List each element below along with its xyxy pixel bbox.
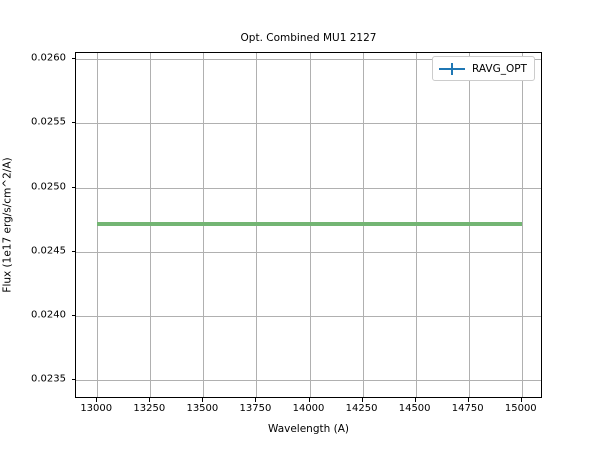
x-axis-tick [202, 398, 204, 402]
legend-marker-ravg-opt-icon [439, 62, 465, 76]
gridline-vertical [521, 53, 523, 397]
data-series-line-ravg-opt [97, 221, 522, 226]
plot-area [75, 52, 542, 398]
gridline-horizontal [76, 315, 541, 317]
y-axis-label: Flux (1e17 erg/s/cm^2/A) [0, 52, 16, 398]
x-axis-tick [520, 398, 522, 402]
y-axis-tick-label: 0.0245 [31, 245, 66, 257]
x-axis-tick [149, 398, 151, 402]
gridline-horizontal [76, 379, 541, 381]
y-axis-label-text: Flux (1e17 erg/s/cm^2/A) [2, 157, 15, 293]
y-axis-tick-label: 0.0260 [31, 52, 66, 64]
x-axis-tick-label: 15000 [504, 403, 537, 414]
gridline-horizontal [76, 251, 541, 253]
x-axis-tick [308, 398, 310, 402]
x-axis-tick-label: 14250 [345, 403, 378, 414]
x-axis-tick-label: 13250 [133, 403, 166, 414]
y-axis-tick-label: 0.0255 [31, 116, 66, 128]
y-axis-tick-label: 0.0235 [31, 373, 66, 385]
x-axis-tick [96, 398, 98, 402]
x-axis-tick [361, 398, 363, 402]
legend[interactable]: RAVG_OPT [432, 56, 535, 81]
y-axis-tick [71, 250, 75, 252]
y-axis-tick [71, 314, 75, 316]
x-axis-tick-label: 13750 [239, 403, 272, 414]
x-axis-tick [467, 398, 469, 402]
y-axis-tick [71, 186, 75, 188]
legend-label-ravg-opt: RAVG_OPT [472, 62, 527, 75]
x-axis-tick-label: 14000 [292, 403, 325, 414]
y-axis-tick [71, 58, 75, 60]
x-axis-tick-label: 14500 [398, 403, 431, 414]
y-axis-tick-label: 0.0250 [31, 181, 66, 193]
y-axis-tick [71, 378, 75, 380]
y-axis-tick [71, 122, 75, 124]
x-axis-label: Wavelength (A) [267, 423, 349, 435]
y-axis-tick-label: 0.0240 [31, 309, 66, 321]
x-axis-tick [414, 398, 416, 402]
x-axis-tick-label: 14750 [451, 403, 484, 414]
legend-marker-vertical-bar [450, 62, 454, 75]
gridline-horizontal [76, 123, 541, 125]
chart-title: Opt. Combined MU1 2127 [240, 32, 377, 44]
x-axis-tick-label: 13000 [80, 403, 113, 414]
x-axis-tick [255, 398, 257, 402]
gridline-horizontal [76, 59, 541, 61]
gridline-horizontal [76, 187, 541, 189]
x-axis-tick-label: 13500 [186, 403, 219, 414]
